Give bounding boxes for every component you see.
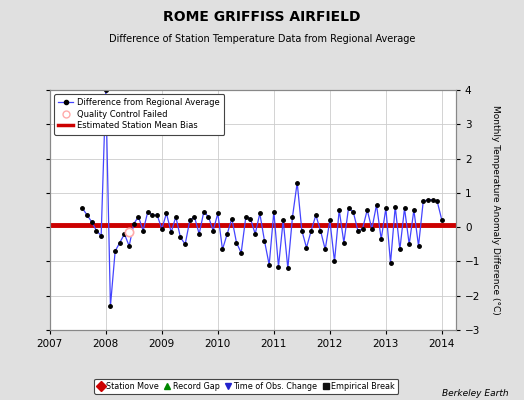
Legend: Station Move, Record Gap, Time of Obs. Change, Empirical Break: Station Move, Record Gap, Time of Obs. C… [94,378,398,394]
Text: Difference of Station Temperature Data from Regional Average: Difference of Station Temperature Data f… [109,34,415,44]
Y-axis label: Monthly Temperature Anomaly Difference (°C): Monthly Temperature Anomaly Difference (… [492,105,500,315]
Legend: Difference from Regional Average, Quality Control Failed, Estimated Station Mean: Difference from Regional Average, Qualit… [54,94,224,134]
Text: ROME GRIFFISS AIRFIELD: ROME GRIFFISS AIRFIELD [163,10,361,24]
Text: Berkeley Earth: Berkeley Earth [442,389,508,398]
